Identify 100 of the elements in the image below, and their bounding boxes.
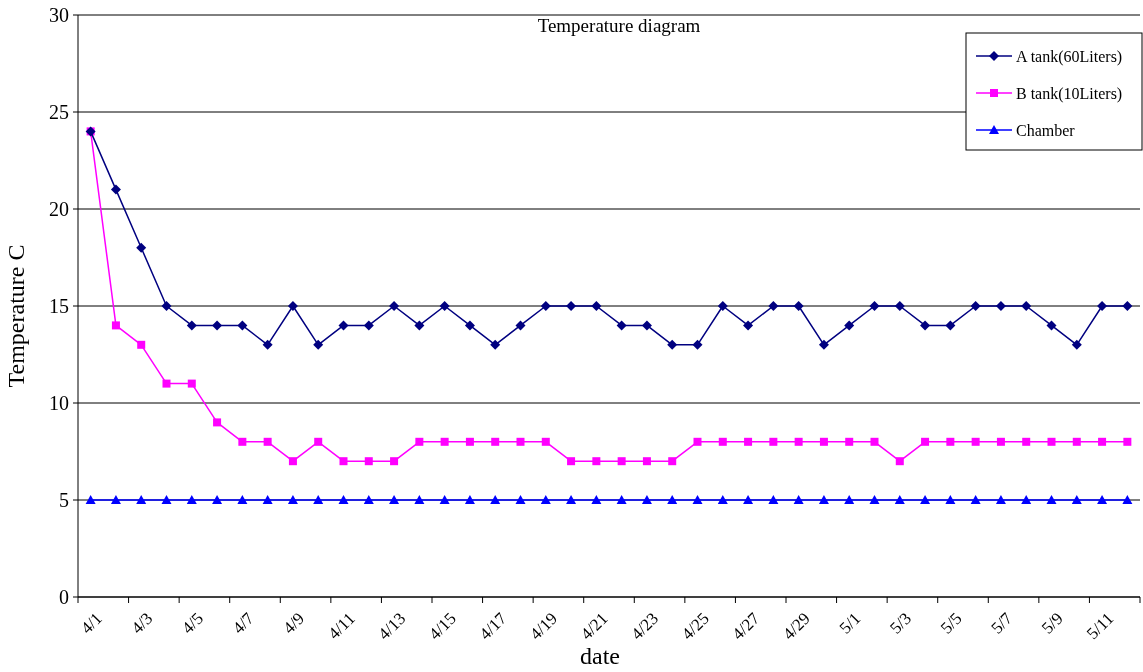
point (692, 339, 703, 350)
point (1046, 320, 1057, 331)
point (137, 340, 146, 349)
point (1071, 495, 1082, 504)
point (389, 301, 400, 311)
point (616, 320, 627, 331)
point (389, 495, 400, 504)
point (238, 437, 247, 446)
x-tick-label: 4/19 (526, 608, 562, 644)
point (971, 437, 980, 446)
x-tick-label: 5/7 (987, 608, 1017, 638)
point (186, 320, 197, 331)
point (1072, 437, 1081, 446)
point (920, 320, 931, 331)
point (1047, 437, 1056, 446)
y-tick-label: 5 (59, 489, 69, 511)
point (287, 495, 298, 504)
point (946, 437, 955, 446)
point (869, 495, 880, 504)
x-tick-label: 4/27 (728, 608, 764, 644)
point (1097, 495, 1108, 504)
point (794, 437, 803, 446)
y-tick-label: 25 (49, 101, 69, 123)
point (136, 242, 147, 253)
point (995, 495, 1006, 504)
point (440, 437, 449, 446)
point (1046, 495, 1057, 504)
x-tick-label: 4/9 (279, 608, 309, 638)
point (339, 457, 348, 466)
point (439, 301, 450, 311)
legend-label: Chamber (1016, 121, 1076, 139)
point (945, 495, 956, 504)
point (895, 457, 904, 466)
point (161, 301, 172, 311)
x-tick-label: 4/21 (576, 608, 612, 644)
point (668, 457, 677, 466)
point (390, 457, 399, 466)
y-axis-title: Temperature C (3, 244, 29, 388)
point (567, 457, 576, 466)
y-tick-label: 15 (49, 295, 69, 317)
point (363, 495, 374, 504)
x-tick-label: 4/23 (627, 608, 663, 644)
point (1021, 301, 1032, 311)
point (263, 437, 272, 446)
point (617, 457, 626, 466)
point (1071, 339, 1082, 350)
point (793, 301, 804, 311)
x-tick-label: 4/11 (324, 608, 359, 644)
point (439, 495, 450, 504)
point (1097, 301, 1108, 311)
point (591, 301, 602, 311)
point (995, 301, 1006, 311)
point (110, 184, 121, 195)
point (642, 457, 651, 466)
point (187, 379, 196, 388)
point (996, 437, 1005, 446)
y-tick-label: 10 (49, 392, 69, 414)
point (212, 495, 223, 504)
point (338, 495, 349, 504)
point (641, 320, 652, 331)
point (793, 495, 804, 504)
point (516, 437, 525, 446)
point (717, 301, 728, 311)
point (414, 320, 425, 331)
point (1122, 495, 1133, 504)
y-tick-label: 0 (59, 586, 69, 608)
point (819, 437, 828, 446)
x-tick-label: 4/25 (677, 608, 713, 644)
point (566, 301, 577, 311)
point (161, 495, 172, 504)
x-tick-label: 4/7 (228, 608, 258, 638)
x-tick-label: 5/9 (1037, 608, 1067, 638)
point (1123, 437, 1132, 446)
point (515, 320, 526, 331)
point (591, 495, 602, 504)
point (136, 495, 147, 504)
point (85, 495, 96, 504)
x-tick-label: 4/17 (475, 608, 511, 644)
point (338, 320, 349, 331)
point (743, 495, 754, 504)
point (162, 379, 171, 388)
point (894, 495, 905, 504)
point (718, 437, 727, 446)
point (364, 457, 373, 466)
point (288, 457, 297, 466)
point (667, 339, 678, 350)
point (845, 437, 854, 446)
point (186, 495, 197, 504)
point (743, 320, 754, 331)
x-tick-label: 5/11 (1082, 608, 1118, 644)
point (717, 495, 728, 504)
legend-label: B tank(10Liters) (1016, 84, 1123, 103)
point (415, 437, 424, 446)
point (540, 301, 551, 311)
x-tick-label: 4/5 (178, 608, 208, 638)
point (692, 495, 703, 504)
point (945, 320, 956, 331)
point (693, 437, 702, 446)
point (237, 320, 248, 331)
point (464, 320, 475, 331)
